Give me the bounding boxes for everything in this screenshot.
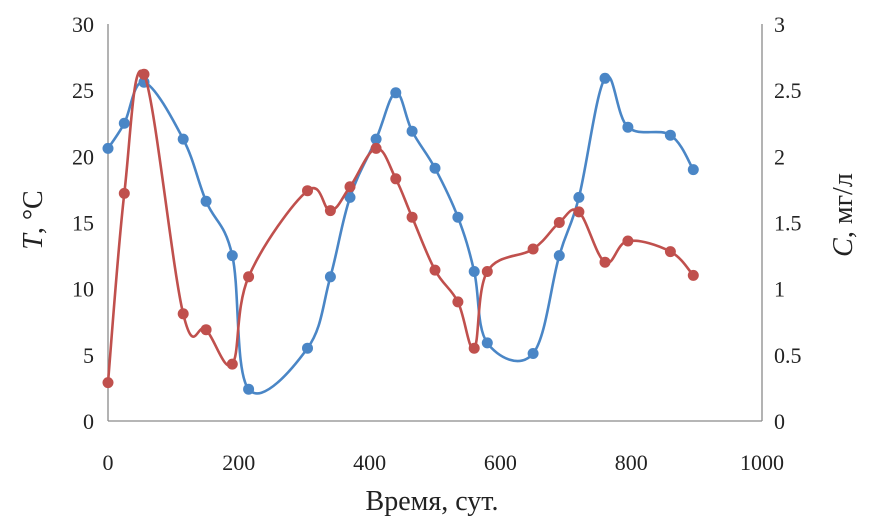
axes (107, 24, 763, 422)
data-point (226, 358, 238, 370)
data-point (527, 348, 539, 359)
data-point (344, 181, 356, 193)
data-point (468, 342, 480, 354)
data-point (429, 264, 441, 276)
data-point (527, 243, 539, 255)
y-left-tick-label: 5 (83, 343, 94, 368)
series-layer (102, 68, 699, 395)
x-tick-label: 400 (353, 450, 386, 475)
data-point (370, 142, 382, 154)
data-point (370, 133, 382, 145)
series-line (106, 75, 695, 395)
data-point (200, 195, 212, 207)
data-point (302, 342, 313, 354)
data-point (622, 235, 634, 247)
data-point (177, 133, 189, 145)
data-point (138, 68, 150, 80)
data-point (302, 185, 313, 197)
data-point (553, 250, 565, 262)
y-right-tick-label: 0.5 (774, 343, 802, 368)
y-right-axis-unit: , мг/л (828, 173, 859, 238)
y-right-tick-label: 2 (774, 144, 785, 169)
data-point (573, 206, 585, 218)
data-point (118, 117, 130, 129)
data-point (687, 269, 699, 281)
data-point (226, 250, 238, 262)
data-point (687, 164, 699, 176)
data-point (599, 72, 611, 84)
series-line (106, 69, 695, 383)
y-left-tick-label: 30 (72, 12, 94, 37)
x-axis-label: Время, сут. (366, 486, 499, 517)
x-tick-label: 600 (484, 450, 517, 475)
y-right-tick-label: 0 (774, 409, 785, 434)
x-tick-label: 1000 (740, 450, 784, 475)
y-right-tick-label: 2.5 (774, 78, 802, 103)
y-left-axis-var: T (18, 232, 49, 250)
y-right-tick-label: 1 (774, 277, 785, 302)
data-point (664, 246, 676, 258)
y-left-tick-label: 25 (72, 78, 94, 103)
data-point (664, 129, 676, 141)
data-point (481, 266, 493, 277)
data-point (324, 205, 336, 217)
ticks-layer: 0 200 400 600 800 1000 0 5 10 15 20 25 30 0 0.5 1 1.5 2 2.… (72, 12, 802, 475)
data-point (452, 211, 464, 223)
data-point (468, 266, 480, 277)
data-point (102, 142, 114, 154)
data-point (573, 191, 585, 203)
data-point (406, 211, 418, 223)
data-point (177, 308, 189, 320)
y-left-tick-label: 0 (83, 409, 94, 434)
data-point (200, 324, 212, 336)
data-point (118, 187, 130, 199)
y-right-tick-label: 3 (774, 12, 785, 37)
data-point (243, 383, 255, 395)
data-point (390, 87, 402, 99)
data-point (481, 337, 493, 349)
series-left-axis (102, 72, 699, 395)
x-tick-label: 0 (103, 450, 114, 475)
data-point (406, 125, 418, 137)
y-left-axis-label: T, °C (18, 190, 49, 249)
data-point (452, 296, 464, 308)
y-left-tick-label: 20 (72, 144, 94, 169)
series-right-axis (102, 68, 699, 389)
data-point (429, 162, 441, 174)
data-point (324, 271, 336, 283)
data-point (344, 191, 356, 203)
y-right-axis-var: C (828, 238, 859, 257)
data-point (599, 256, 611, 268)
y-left-tick-label: 15 (72, 211, 94, 236)
x-tick-label: 200 (222, 450, 255, 475)
x-tick-label: 800 (615, 450, 648, 475)
y-left-axis-unit: , °C (18, 190, 49, 234)
data-point (102, 377, 114, 389)
data-point (390, 173, 402, 185)
data-point (243, 271, 255, 283)
data-point (622, 121, 634, 133)
y-right-tick-label: 1.5 (774, 211, 802, 236)
y-right-axis-label: C, мг/л (828, 173, 859, 257)
y-left-tick-label: 10 (72, 277, 94, 302)
data-point (553, 217, 565, 228)
